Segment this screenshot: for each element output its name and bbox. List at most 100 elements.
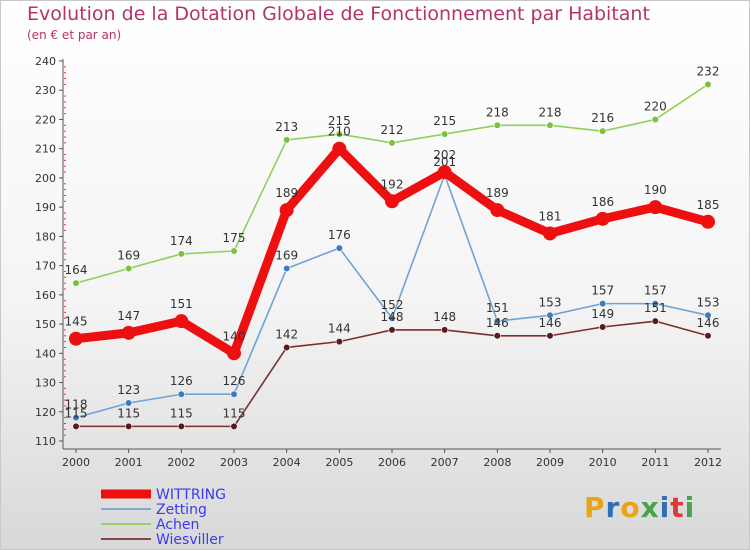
data-label-achen: 232	[697, 64, 720, 78]
data-label-zetting: 118	[65, 398, 88, 412]
logo-letter: i	[684, 491, 696, 524]
y-tick-label: 170	[35, 260, 56, 273]
data-point-wiesviller	[230, 422, 238, 430]
data-label-wittring: 186	[591, 195, 614, 209]
data-point-achen	[388, 139, 396, 147]
logo-letter: P	[584, 491, 606, 524]
y-tick-label: 120	[35, 406, 56, 419]
data-label-achen: 169	[117, 249, 140, 263]
data-label-wiesviller: 149	[591, 307, 614, 321]
data-label-zetting: 157	[644, 284, 667, 298]
x-tick-label: 2003	[220, 456, 248, 469]
data-label-wiesviller: 148	[381, 310, 404, 324]
logo-letter: r	[605, 491, 621, 524]
data-point-achen	[599, 127, 607, 135]
data-label-wiesviller: 115	[117, 406, 140, 420]
data-label-achen: 164	[65, 263, 88, 277]
data-point-wittring	[385, 194, 399, 209]
data-label-zetting: 123	[117, 383, 140, 397]
data-label-wiesviller: 146	[486, 316, 509, 330]
x-tick-label: 2002	[167, 456, 195, 469]
data-label-wittring: 189	[275, 186, 298, 200]
data-label-zetting: 153	[697, 295, 720, 309]
data-point-wiesviller	[335, 338, 343, 346]
data-label-wittring: 190	[644, 183, 667, 197]
x-tick-label: 2000	[62, 456, 90, 469]
chart-subtitle: (en € et par an)	[27, 28, 122, 42]
y-tick-label: 150	[35, 318, 56, 331]
y-tick-label: 200	[35, 172, 56, 185]
x-tick-label: 2005	[325, 456, 353, 469]
legend-label-wiesviller: Wiesviller	[156, 532, 224, 548]
y-tick-label: 130	[35, 377, 56, 390]
y-tick-label: 160	[35, 289, 56, 302]
data-label-wiesviller: 142	[275, 327, 298, 341]
proxiti-logo: Proxiti	[584, 491, 695, 524]
data-point-achen	[651, 115, 659, 124]
logo-letter: x	[640, 491, 660, 524]
data-point-achen	[704, 80, 712, 88]
data-label-achen: 218	[486, 105, 509, 119]
data-point-wiesviller	[177, 422, 185, 430]
x-tick-label: 2008	[483, 456, 511, 469]
data-label-wiesviller: 144	[328, 322, 351, 336]
data-point-wiesviller	[441, 326, 449, 334]
data-label-zetting: 152	[381, 298, 404, 312]
data-point-achen	[546, 121, 554, 129]
data-label-wiesviller: 148	[433, 310, 456, 324]
data-point-wiesviller	[72, 422, 80, 430]
data-point-wittring	[69, 331, 83, 346]
data-point-zetting	[388, 314, 396, 322]
data-label-zetting: 126	[170, 374, 193, 388]
data-label-achen: 174	[170, 234, 193, 248]
data-label-wittring: 185	[697, 198, 720, 212]
y-tick-label: 180	[35, 230, 56, 243]
data-point-zetting	[125, 399, 133, 407]
y-tick-label: 230	[35, 84, 56, 97]
data-point-wittring	[543, 226, 557, 241]
data-label-wittring: 202	[433, 148, 456, 162]
data-label-achen: 216	[591, 111, 614, 125]
legend-label-zetting: Zetting	[156, 502, 207, 518]
logo-letter: o	[620, 491, 641, 524]
data-label-wittring: 151	[170, 297, 193, 311]
data-point-wittring	[701, 214, 715, 229]
data-point-zetting	[283, 264, 291, 273]
data-label-zetting: 157	[591, 284, 614, 298]
data-point-wiesviller	[125, 422, 133, 430]
data-point-wittring	[648, 200, 663, 215]
data-label-wittring: 145	[65, 315, 88, 329]
data-point-achen	[335, 130, 343, 138]
data-point-wittring	[279, 203, 294, 218]
chart-title: Evolution de la Dotation Globale de Fonc…	[27, 3, 650, 25]
data-label-zetting: 151	[486, 301, 509, 315]
data-label-wittring: 140	[223, 329, 246, 343]
data-point-wiesviller	[283, 343, 291, 352]
data-point-zetting	[335, 244, 343, 252]
data-label-achen: 218	[539, 105, 562, 119]
data-label-achen: 212	[381, 123, 404, 137]
data-label-wiesviller: 115	[65, 406, 88, 420]
data-label-achen: 215	[328, 114, 351, 128]
x-tick-label: 2001	[115, 456, 143, 469]
data-point-zetting	[493, 317, 501, 325]
data-label-achen: 175	[223, 231, 246, 245]
data-label-achen: 215	[433, 114, 456, 128]
data-label-zetting: 126	[223, 374, 246, 388]
data-label-zetting: 201	[433, 155, 456, 169]
data-point-wiesviller	[704, 332, 712, 340]
data-point-wittring	[490, 203, 505, 218]
data-point-wittring	[121, 325, 136, 340]
data-point-zetting	[230, 390, 238, 398]
y-tick-label: 110	[35, 435, 56, 448]
data-label-wiesviller: 146	[697, 316, 720, 330]
y-tick-label: 220	[35, 113, 56, 126]
data-label-wittring: 181	[539, 209, 562, 223]
y-tick-label: 140	[35, 347, 56, 360]
data-point-wittring	[174, 314, 189, 329]
x-tick-label: 2010	[589, 456, 617, 469]
data-point-wiesviller	[388, 326, 396, 334]
data-point-wiesviller	[651, 317, 659, 325]
